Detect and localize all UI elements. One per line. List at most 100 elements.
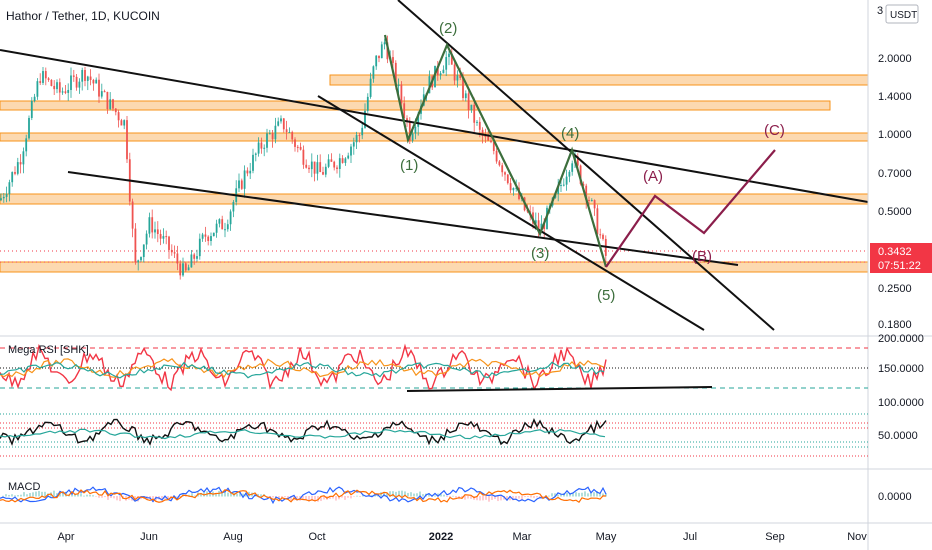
macd-bar — [413, 493, 415, 497]
candle — [478, 121, 481, 130]
candle — [47, 78, 50, 80]
candle — [201, 234, 204, 239]
candle — [324, 166, 327, 175]
macd-bar — [194, 495, 196, 497]
macd-bar — [467, 496, 469, 499]
zone-5 — [0, 261, 869, 273]
candle — [168, 236, 170, 250]
candle — [176, 253, 179, 264]
candle — [260, 142, 263, 149]
macd-bar — [392, 491, 394, 497]
currency-badge[interactable]: USDT — [890, 10, 917, 21]
candle — [187, 267, 190, 271]
time-axis: Apr Jun Aug Oct 2022 Mar May Jul Sep Nov — [57, 531, 867, 543]
macd-bar — [314, 496, 316, 502]
macd-bar — [470, 496, 472, 499]
candle — [543, 223, 546, 230]
candle — [98, 79, 100, 97]
rsi-divergence-line — [406, 386, 713, 392]
candle — [403, 103, 406, 119]
candle — [378, 55, 380, 59]
macd-bar — [572, 493, 574, 497]
candle — [445, 57, 448, 70]
candle — [67, 89, 70, 93]
candle — [140, 257, 142, 261]
candle — [588, 199, 590, 201]
candle — [53, 85, 56, 90]
rsi-panel-title: Mega RSI [SHK] — [8, 344, 89, 356]
candle — [537, 220, 540, 231]
countdown-label: 07:51:22 — [878, 260, 921, 272]
wave-label-5: (5) — [597, 287, 615, 304]
macd-bar — [278, 496, 280, 499]
impulse-wave-path — [383, 34, 608, 268]
rsi-y-tick-100: 100.0000 — [878, 397, 924, 409]
rsi-panel: Mega RSI [SHK] — [0, 343, 868, 457]
macd-bar — [152, 496, 154, 501]
candle — [173, 252, 176, 254]
macd-bar — [407, 492, 409, 497]
macd-bar — [86, 494, 88, 497]
macd-bar — [344, 496, 346, 500]
macd-bar — [386, 493, 388, 497]
macd-bar — [476, 496, 478, 501]
candle — [305, 164, 308, 168]
candle — [294, 139, 296, 147]
y-tick-0-7: 0.7000 — [878, 168, 912, 180]
candle — [238, 180, 240, 189]
candle — [534, 220, 537, 224]
macd-bar — [371, 495, 373, 497]
macd-bar — [2, 495, 4, 497]
macd-bar — [11, 494, 13, 497]
macd-bar — [464, 496, 466, 500]
macd-bar — [17, 494, 19, 497]
axis-top-label: 3 — [877, 5, 883, 17]
rsi-ma-orange — [0, 358, 605, 378]
macd-bar — [59, 492, 61, 497]
macd-bar — [335, 496, 337, 501]
macd-bar — [530, 496, 532, 498]
candle — [411, 133, 414, 141]
candle — [310, 161, 313, 170]
macd-bar — [362, 495, 364, 497]
macd-bar — [389, 491, 391, 497]
macd-bar — [485, 496, 487, 500]
rsi-y-tick-200: 200.0000 — [878, 333, 924, 345]
zone-1 — [329, 74, 869, 86]
macd-bar — [56, 493, 58, 497]
macd-bar — [329, 496, 331, 500]
candle — [257, 142, 260, 154]
candle — [5, 194, 8, 197]
candle — [39, 81, 42, 83]
currency-badge-box[interactable] — [885, 4, 919, 24]
candle — [470, 104, 473, 111]
trend-lines — [0, 0, 869, 331]
candle — [232, 201, 235, 212]
macd-bar — [509, 496, 511, 501]
x-tick-mar: Mar — [513, 531, 532, 543]
x-tick-aug: Aug — [223, 531, 243, 543]
candle — [571, 163, 574, 172]
candle — [327, 159, 330, 167]
macd-bar — [110, 496, 112, 498]
candle — [414, 126, 417, 134]
candle — [28, 117, 30, 139]
macd-bar — [179, 496, 181, 497]
candle — [142, 244, 145, 258]
candle — [58, 82, 61, 93]
candle — [207, 236, 210, 241]
candle — [467, 93, 470, 111]
candle — [582, 183, 585, 186]
macd-bar — [575, 492, 577, 497]
candle — [288, 132, 291, 134]
macd-bar — [41, 491, 43, 497]
candle — [369, 78, 372, 97]
macd-signal-line — [0, 489, 607, 504]
zone-3 — [0, 132, 869, 142]
macd-line — [0, 486, 607, 505]
macd-bar — [422, 494, 424, 497]
macd-bar — [224, 491, 226, 497]
macd-bar — [257, 493, 259, 497]
trendline-upper-long — [0, 49, 869, 203]
y-tick-1: 1.0000 — [878, 129, 912, 141]
